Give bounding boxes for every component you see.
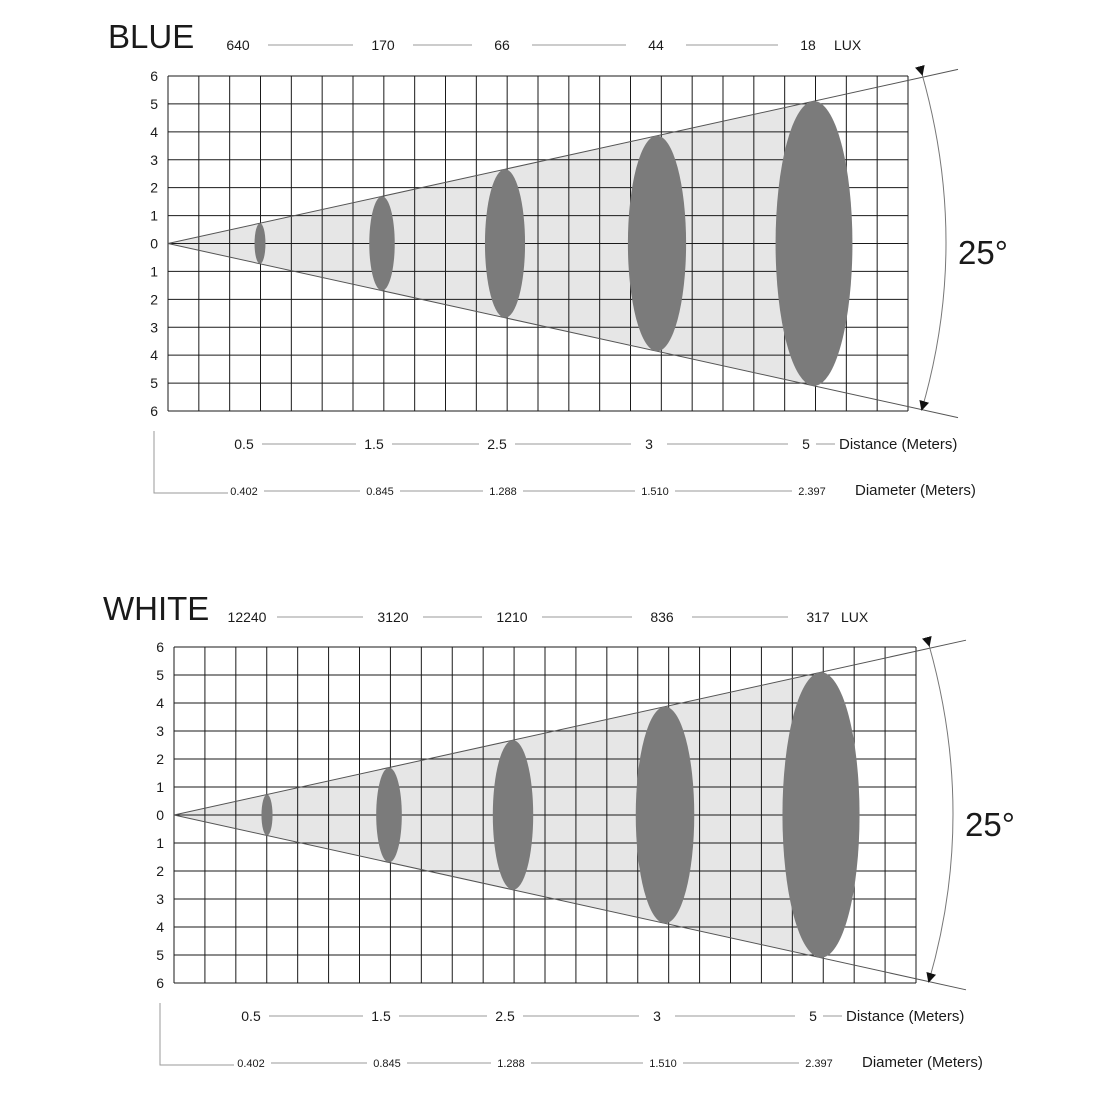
angle-arc — [915, 64, 947, 411]
y-tick-label: 1 — [150, 208, 158, 224]
lux-value: 18 — [800, 37, 816, 53]
axis-bracket — [159, 1003, 234, 1066]
y-tick-label: 2 — [156, 863, 164, 879]
y-tick-label: 1 — [156, 779, 164, 795]
distance-value: 2.5 — [487, 436, 507, 452]
y-tick-label: 1 — [150, 263, 158, 279]
lux-value: 12240 — [228, 609, 267, 625]
beam-spot — [635, 706, 695, 924]
beam-spot — [376, 767, 402, 863]
beam-spot — [492, 740, 534, 890]
y-tick-label: 3 — [156, 891, 164, 907]
lux-value: 836 — [650, 609, 674, 625]
beam-spot — [782, 672, 860, 958]
cone-edge-bottom — [173, 814, 967, 991]
distance-value: 3 — [653, 1008, 661, 1024]
y-tick-label: 5 — [156, 667, 164, 683]
y-tick-label: 5 — [156, 947, 164, 963]
panel-title: WHITE — [103, 590, 209, 627]
cone-edge-top — [167, 68, 959, 244]
beam-spot — [775, 101, 853, 386]
diameter-value: 1.510 — [649, 1058, 677, 1070]
cone-edge-top — [173, 639, 967, 816]
y-tick-label: 3 — [156, 723, 164, 739]
diameter-value: 2.397 — [805, 1058, 833, 1070]
panel-title: BLUE — [108, 18, 194, 55]
beam-spot — [484, 169, 526, 318]
y-tick-label: 2 — [150, 180, 158, 196]
y-tick-label: 1 — [156, 835, 164, 851]
y-tick-label: 2 — [156, 751, 164, 767]
distance-value: 5 — [809, 1008, 817, 1024]
distance-value: 0.5 — [234, 436, 254, 452]
y-tick-label: 2 — [150, 291, 158, 307]
beam-angle-label: 25° — [958, 234, 1008, 271]
lux-value: 1210 — [496, 609, 527, 625]
distance-value: 0.5 — [241, 1008, 261, 1024]
y-tick-label: 4 — [150, 347, 158, 363]
lux-value: 170 — [371, 37, 395, 53]
diameter-axis-label: Diameter (Meters) — [855, 482, 976, 499]
lux-value: 3120 — [377, 609, 408, 625]
distance-value: 5 — [802, 436, 810, 452]
y-tick-label: 6 — [156, 639, 164, 655]
distance-value: 1.5 — [371, 1008, 391, 1024]
y-tick-label: 3 — [150, 152, 158, 168]
diameter-value: 0.845 — [366, 486, 394, 498]
beam-angle-label: 25° — [965, 806, 1015, 843]
distance-value: 2.5 — [495, 1008, 515, 1024]
y-tick-label: 0 — [156, 807, 164, 823]
y-tick-label: 4 — [150, 124, 158, 140]
angle-arc — [922, 635, 954, 983]
y-tick-label: 6 — [156, 975, 164, 991]
diameter-value: 2.397 — [798, 486, 826, 498]
lux-value: 317 — [806, 609, 830, 625]
distance-value: 1.5 — [364, 436, 384, 452]
diameter-value: 0.402 — [237, 1058, 265, 1070]
y-tick-label: 6 — [150, 68, 158, 84]
diameter-value: 1.510 — [641, 486, 669, 498]
distance-axis-label: Distance (Meters) — [839, 436, 957, 453]
lux-unit-label: LUX — [834, 37, 862, 53]
diameter-value: 0.402 — [230, 486, 258, 498]
diameter-value: 0.845 — [373, 1058, 401, 1070]
distance-axis-label: Distance (Meters) — [846, 1008, 964, 1025]
y-tick-label: 4 — [156, 919, 164, 935]
panel-white: WHITE 12240 3120 1210 836 317 LUX 6 5 4 3 2 1 0 1 2 3 4 5 6… — [103, 590, 1015, 1071]
axis-bracket — [153, 431, 228, 494]
beam-spot — [261, 794, 273, 836]
lux-value: 640 — [226, 37, 250, 53]
distance-value: 3 — [645, 436, 653, 452]
lux-value: 44 — [648, 37, 664, 53]
diameter-axis-label: Diameter (Meters) — [862, 1054, 983, 1071]
y-tick-label: 4 — [156, 695, 164, 711]
cone-edge-bottom — [167, 243, 959, 419]
lux-value: 66 — [494, 37, 510, 53]
beam-spot — [627, 135, 687, 352]
diameter-value: 1.288 — [489, 486, 517, 498]
y-tick-label: 5 — [150, 96, 158, 112]
panel-blue: BLUE 640 170 66 44 18 LUX 6 5 4 3 2 1 0 1 2 3 4 5 6 25° 0.5 1.… — [108, 18, 1008, 499]
lux-unit-label: LUX — [841, 609, 869, 625]
y-tick-label: 0 — [150, 236, 158, 252]
y-tick-label: 6 — [150, 403, 158, 419]
beam-spot — [369, 196, 395, 291]
diameter-value: 1.288 — [497, 1058, 525, 1070]
y-tick-label: 3 — [150, 319, 158, 335]
beam-spot — [254, 223, 266, 264]
y-tick-label: 5 — [150, 375, 158, 391]
